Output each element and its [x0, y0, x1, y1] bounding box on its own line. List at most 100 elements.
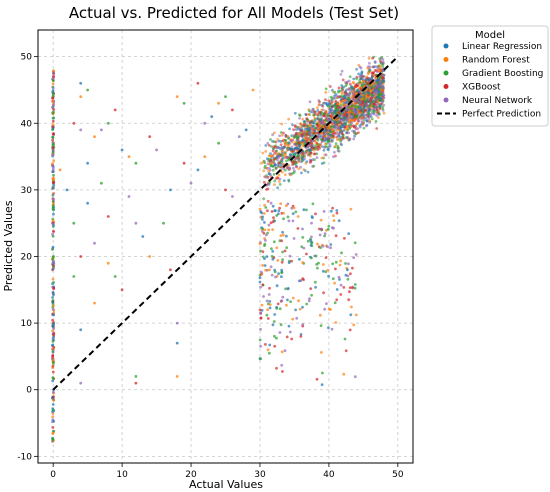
data-point [261, 215, 264, 219]
data-point [298, 113, 301, 117]
data-point [370, 96, 373, 100]
data-point [367, 56, 371, 60]
data-point [278, 183, 282, 186]
data-point [309, 154, 312, 158]
data-point [380, 89, 383, 92]
data-point [304, 113, 308, 116]
data-point [335, 135, 339, 139]
data-point [334, 260, 338, 264]
data-point [79, 81, 83, 85]
data-point [52, 183, 56, 187]
data-point [330, 96, 334, 100]
data-point [307, 299, 311, 303]
data-point [52, 212, 55, 216]
data-point [301, 144, 305, 148]
data-point [284, 153, 287, 157]
data-point [79, 95, 83, 98]
data-point [320, 162, 324, 165]
data-point [280, 122, 284, 126]
data-point [162, 221, 165, 225]
data-point [93, 241, 96, 245]
data-point [52, 69, 55, 73]
data-point [51, 86, 55, 90]
data-point [320, 108, 324, 112]
y-axis-ticks: -10 0 10 20 30 40 50 [17, 53, 38, 462]
data-point [315, 152, 319, 156]
data-point [350, 106, 354, 110]
data-point [268, 306, 272, 310]
data-point [269, 154, 273, 158]
data-point [314, 254, 318, 258]
data-point [349, 272, 352, 276]
data-point [327, 118, 330, 122]
data-point [352, 88, 356, 91]
data-point [329, 125, 333, 129]
data-point [290, 134, 294, 138]
legend-marker [443, 70, 449, 76]
data-point [311, 108, 314, 111]
data-point [307, 149, 311, 152]
data-point [258, 276, 262, 280]
data-point [324, 110, 328, 114]
data-point [51, 358, 55, 361]
data-point [375, 90, 379, 94]
data-point [51, 410, 54, 413]
data-point [280, 275, 283, 279]
data-point [261, 218, 264, 221]
data-point [286, 287, 290, 290]
data-point [210, 115, 214, 118]
data-point [86, 161, 89, 165]
data-point [357, 72, 360, 76]
data-point [231, 108, 234, 112]
data-point [316, 113, 319, 116]
data-point [285, 234, 288, 238]
data-point [273, 131, 276, 135]
data-point [327, 326, 330, 330]
data-point [287, 261, 291, 264]
data-point [344, 349, 348, 353]
data-point [313, 116, 317, 120]
data-point [51, 258, 54, 261]
data-point [141, 235, 145, 238]
data-point [334, 123, 337, 126]
data-point [52, 173, 55, 177]
data-point [237, 135, 241, 139]
data-point [264, 239, 267, 242]
data-point [306, 170, 310, 174]
x-tick-label: 10 [116, 470, 128, 480]
data-point [279, 143, 283, 147]
data-point [322, 112, 326, 116]
data-point [284, 134, 288, 138]
data-point [339, 259, 342, 263]
data-point [341, 123, 345, 127]
data-point [276, 186, 279, 190]
data-point [304, 130, 308, 134]
data-point [134, 161, 138, 165]
data-point [276, 154, 280, 158]
data-point [308, 100, 312, 104]
data-point [319, 246, 322, 250]
data-point [320, 131, 323, 135]
data-point [148, 135, 152, 139]
data-point [52, 335, 55, 339]
data-point [376, 79, 380, 82]
data-point [295, 316, 299, 320]
data-point [327, 99, 331, 103]
data-point [340, 91, 344, 95]
data-point [52, 419, 56, 423]
data-point [348, 328, 352, 332]
data-point [341, 78, 345, 82]
data-point [347, 138, 351, 142]
data-point [51, 128, 54, 131]
data-point [300, 156, 303, 159]
y-tick-label: -10 [17, 452, 32, 462]
data-point [51, 219, 55, 223]
data-point [287, 179, 291, 183]
data-point [305, 252, 308, 256]
data-point [291, 317, 295, 321]
data-point [310, 241, 314, 245]
data-point [300, 129, 304, 133]
data-point [326, 268, 330, 272]
data-point [369, 77, 373, 81]
data-point [276, 302, 280, 306]
